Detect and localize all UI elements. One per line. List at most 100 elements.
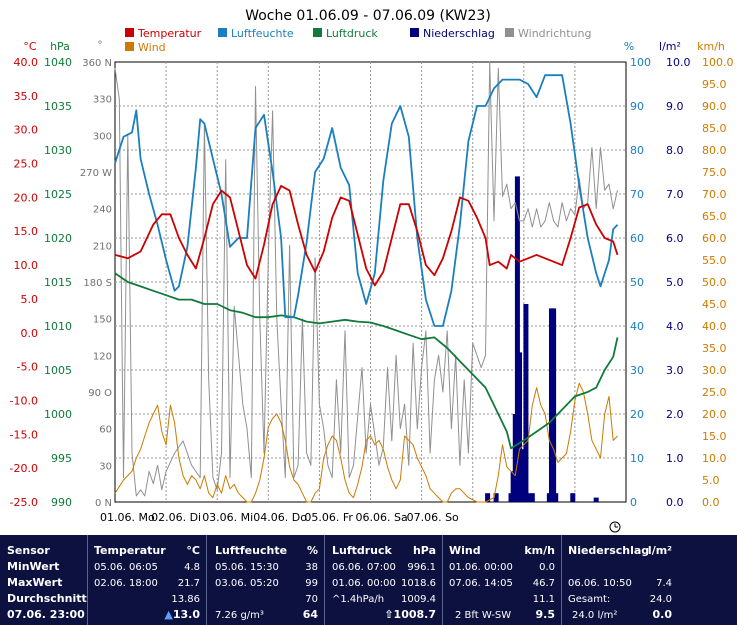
press-max-time: 01.06. 00:00: [332, 578, 396, 589]
press-tick-label: 990: [51, 496, 72, 509]
rain-tick-label: 2.0: [666, 408, 684, 421]
trend-rising-icon: ⇧: [384, 608, 394, 621]
hum-max-value: 99: [305, 578, 318, 589]
press-tick-label: 1005: [44, 364, 72, 377]
wind-tick-label: 55.0: [702, 254, 727, 267]
series: [114, 61, 619, 503]
temp-tick-label: -15.0: [10, 428, 38, 441]
trend-up-icon: ▲: [164, 608, 173, 621]
dir-tick-label: 120: [93, 351, 112, 362]
legend-label-luftdruck: Luftdruck: [326, 27, 378, 40]
wind-unit: km/h: [524, 544, 555, 557]
temp-tick-label: 10.0: [14, 259, 39, 272]
series-line-luftdruck: [114, 272, 619, 450]
wind-beaufort: 2 Bft W-SW: [455, 610, 512, 621]
temp-avg-value: 13.86: [171, 594, 200, 605]
press-tick-label: 1025: [44, 188, 72, 201]
precipitation-bar: [519, 449, 525, 502]
hum-max-time: 03.06. 05:20: [215, 578, 279, 589]
rain-current-text: 24.0 l/m²: [572, 610, 618, 621]
rain-tick-label: 4.0: [666, 320, 684, 333]
press-header: Luftdruck: [332, 544, 392, 557]
wind-tick-label: 30.0: [702, 364, 727, 377]
dir-tick-label: 300: [93, 131, 112, 142]
wind-tick-label: 70.0: [702, 188, 727, 201]
sensor-header: Sensor: [7, 544, 50, 557]
dir-tick-label: 240: [93, 205, 112, 216]
wind-tick-label: 5.0: [702, 474, 720, 487]
precipitation-bar: [553, 493, 559, 502]
dir-tick-label: 210: [93, 241, 112, 252]
series-line-windrichtung: [114, 61, 618, 497]
axis-units: °C hPa °% l/m² km/h: [23, 40, 725, 53]
axis-ticks: 40.0 35.0 30.0 25.0 20.0 15.0 10.0 5.0 0.0 -5.0 -1…: [10, 56, 734, 509]
precipitation-bar: [529, 493, 535, 502]
rain-total-label: Gesamt:: [568, 594, 611, 605]
press-tick-label: 1035: [44, 100, 72, 113]
wind-tick-label: 25.0: [702, 386, 727, 399]
wind-tick-label: 45.0: [702, 298, 727, 311]
temp-tick-label: -20.0: [10, 462, 38, 475]
dir-tick-label: 0 N: [95, 498, 112, 509]
dir-tick-label: 270 W: [80, 168, 112, 179]
precipitation-bar: [551, 308, 557, 502]
hum-tick-label: 80: [630, 144, 644, 157]
press-current-value: ⇧1008.7: [384, 608, 436, 621]
rain-tick-label: 1.0: [666, 452, 684, 465]
day-label: 07.06. So: [407, 511, 459, 524]
press-unit: hPa: [412, 544, 436, 557]
hum-tick-label: 60: [630, 232, 644, 245]
temp-axis-unit: °C: [23, 40, 37, 53]
grid: [115, 62, 626, 502]
wind-tick-label: 35.0: [702, 342, 727, 355]
hum-tick-label: 40: [630, 320, 644, 333]
press-min-time: 06.06. 07:00: [332, 562, 396, 573]
temp-current-value: ▲13.0: [164, 608, 200, 621]
precipitation-bar: [523, 304, 529, 502]
precipitation-bar: [517, 352, 523, 502]
temp-unit: °C: [186, 544, 200, 557]
press-trend: ^1.4hPa/h: [332, 594, 385, 605]
wind-tick-label: 40.0: [702, 320, 727, 333]
hum-unit: %: [306, 544, 318, 557]
legend: Temperatur Luftfeuchte Luftdruck Niederschl…: [125, 27, 591, 54]
temp-tick-label: 5.0: [21, 293, 39, 306]
temp-header: Temperatur: [94, 544, 166, 557]
hum-header: Luftfeuchte: [215, 544, 288, 557]
legend-label-niederschlag: Niederschlag: [423, 27, 495, 40]
wind-tick-label: 50.0: [702, 276, 727, 289]
wind-tick-label: 100.0: [702, 56, 734, 69]
dir-tick-label: 150: [93, 315, 112, 326]
rain-current-value: 0.0: [652, 608, 673, 621]
temperature-column: Temperatur °C 05.06. 06:05 4.8 02.06. 18…: [87, 535, 206, 625]
wind-tick-label: 0.0: [702, 496, 720, 509]
press-max-value: 1018.6: [401, 578, 436, 589]
press-tick-label: 1000: [44, 408, 72, 421]
now-label: 07.06. 23:00: [7, 608, 85, 621]
precipitation-bar: [493, 493, 499, 502]
wind-tick-label: 60.0: [702, 232, 727, 245]
temp-tick-label: 20.0: [14, 191, 39, 204]
precipitation-bar: [570, 493, 576, 502]
rain-tick-label: 9.0: [666, 100, 684, 113]
temp-tick-label: 15.0: [14, 225, 39, 238]
wind-tick-label: 85.0: [702, 122, 727, 135]
wind-axis-unit: km/h: [697, 40, 725, 53]
temp-tick-label: -25.0: [10, 496, 38, 509]
temp-tick-label: 0.0: [21, 327, 39, 340]
precipitation-bar: [593, 497, 599, 502]
press-tick-label: 995: [51, 452, 72, 465]
temp-min-time: 05.06. 06:05: [94, 562, 158, 573]
day-label: 03.06. Mi: [202, 511, 253, 524]
wind-tick-label: 75.0: [702, 166, 727, 179]
wind-tick-label: 95.0: [702, 78, 727, 91]
chart-title: Woche 01.06.09 - 07.06.09 (KW23): [245, 8, 491, 24]
rain-max-time: 06.06. 10:50: [568, 578, 632, 589]
dir-tick-label: 30: [99, 461, 112, 472]
rain-total-value: 24.0: [649, 594, 672, 605]
hum-tick-label: 100: [630, 56, 651, 69]
temp-tick-label: 35.0: [14, 90, 39, 103]
wind-min-time: 01.06. 00:00: [449, 562, 513, 573]
rain-unit: l/m²: [647, 544, 672, 557]
